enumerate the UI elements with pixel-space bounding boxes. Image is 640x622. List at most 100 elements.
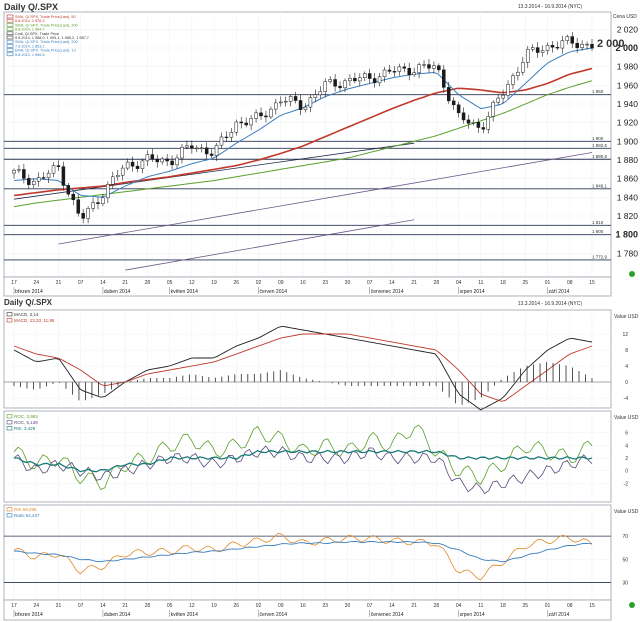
price-tick-label: 2 020 xyxy=(617,24,639,34)
candle-body xyxy=(303,106,308,110)
candle-body xyxy=(476,122,481,128)
price-tick-label: 1 940 xyxy=(617,99,639,109)
candle-body xyxy=(293,96,298,101)
candle-body xyxy=(585,43,589,46)
price-tick-label: 1 840 xyxy=(617,192,639,202)
candle-body xyxy=(219,136,224,146)
day-tick-label: 11 xyxy=(478,603,483,609)
month-label: červen 2014 xyxy=(260,289,288,295)
candle-body xyxy=(372,78,377,84)
candle-body xyxy=(486,116,491,130)
legend-entry: 7.9.2014, 1 853,1 xyxy=(15,44,45,48)
candle-body xyxy=(437,65,441,71)
candle-body xyxy=(442,69,446,88)
candle-body xyxy=(343,80,347,89)
day-tick-label: 28 xyxy=(434,280,440,286)
roc-unit: Value USD xyxy=(614,415,639,421)
candle-body xyxy=(402,66,407,69)
day-tick-label: 21 xyxy=(411,603,417,609)
candle-body xyxy=(377,76,382,84)
candle-body xyxy=(36,177,41,182)
day-tick-label: 08 xyxy=(567,603,573,609)
candle-body xyxy=(195,147,199,150)
indicator-line-macd xyxy=(13,325,593,411)
day-tick-label: 19 xyxy=(211,280,217,286)
candle-body xyxy=(269,108,273,118)
legend-entry: 9.9.2014, 1 988,0, 1 993,1, 1 985,2, 1 9… xyxy=(15,36,89,40)
candle-body xyxy=(155,158,160,163)
candle-body xyxy=(71,193,76,200)
day-tick-label: 12 xyxy=(189,280,195,286)
candle-body xyxy=(387,69,392,72)
legend-entry: 8.8.2014, 1 976,3 xyxy=(15,19,45,23)
candle-body xyxy=(466,119,471,124)
candle-body xyxy=(185,145,189,148)
candle-body xyxy=(545,44,550,51)
day-tick-label: 21 xyxy=(411,280,417,286)
legend-swatch xyxy=(6,18,14,23)
candle-body xyxy=(516,71,520,76)
indicator-tick-label: 2 xyxy=(625,456,628,462)
candle-body xyxy=(259,112,263,117)
month-label: září 2014 xyxy=(549,289,570,295)
indicator-legend-swatch xyxy=(6,420,13,425)
day-tick-label: 07 xyxy=(78,603,84,609)
trend-line xyxy=(13,142,415,200)
candle-body xyxy=(446,87,451,102)
candle-body xyxy=(530,47,535,50)
legend-swatch xyxy=(6,44,14,48)
hline-label: 1 892,5 xyxy=(592,143,608,148)
candle-body xyxy=(521,62,525,73)
rsi-unit: Value USD xyxy=(614,509,639,515)
bottom-x-axis xyxy=(3,599,612,621)
hline-label: 1 950 xyxy=(592,89,604,94)
day-tick-label: 14 xyxy=(389,603,395,609)
legend-swatch xyxy=(6,23,14,27)
candle-body xyxy=(12,170,16,174)
day-tick-label: 16 xyxy=(300,280,306,286)
candle-body xyxy=(239,121,243,124)
candle-body xyxy=(338,85,342,89)
legend-swatch xyxy=(6,14,14,19)
indicator-title: Daily Q/.SPX xyxy=(4,298,53,307)
macd-unit: Value USD xyxy=(614,314,639,320)
ma-line-ema-13 xyxy=(13,47,593,198)
candle-body xyxy=(96,202,100,204)
day-tick-label: 09 xyxy=(278,280,284,286)
chart-title: Daily Q/.SPX xyxy=(4,2,58,12)
day-tick-label: 09 xyxy=(278,603,284,609)
indicator-tick-label: 4 xyxy=(625,364,628,370)
day-tick-label: 24 xyxy=(33,280,39,286)
price-hlines xyxy=(4,94,611,271)
candle-body xyxy=(323,81,327,92)
candle-body xyxy=(590,43,594,49)
candle-body xyxy=(501,95,505,99)
indicator-legend-swatch xyxy=(6,426,13,431)
candle-body xyxy=(150,154,155,160)
candle-body xyxy=(412,72,416,76)
candle-body xyxy=(17,169,21,171)
candle-body xyxy=(32,180,36,185)
date-range: 13.3.2014 - 16.9.2014 (NYC) xyxy=(518,4,583,10)
day-tick-label: 18 xyxy=(500,603,506,609)
day-tick-label: 05 xyxy=(167,280,173,286)
candle-body xyxy=(264,115,268,118)
indicator-tick-label: 12 xyxy=(622,332,628,338)
day-tick-label: 08 xyxy=(567,280,573,286)
indicator-tick-label: 8 xyxy=(625,348,628,354)
candle-body xyxy=(209,153,214,156)
candle-body xyxy=(229,132,234,138)
candle-body xyxy=(560,40,565,49)
day-tick-label: 04 xyxy=(456,280,462,286)
hline-label: 1 810 xyxy=(592,220,604,225)
legend-entry: SMA, Q/.SPX, Trade Price(Last), 200 xyxy=(15,23,78,27)
legend-entry: SMA, Q/.SPX, Trade Price(Last), 200 xyxy=(15,40,78,44)
candle-body xyxy=(51,165,56,174)
month-label: květen 2014 xyxy=(171,612,198,618)
day-tick-label: 07 xyxy=(78,280,84,286)
day-tick-label: 01 xyxy=(545,603,551,609)
month-label: květen 2014 xyxy=(171,289,198,295)
candle-body xyxy=(175,157,179,166)
candle-body xyxy=(66,185,71,195)
price-series xyxy=(13,47,593,208)
